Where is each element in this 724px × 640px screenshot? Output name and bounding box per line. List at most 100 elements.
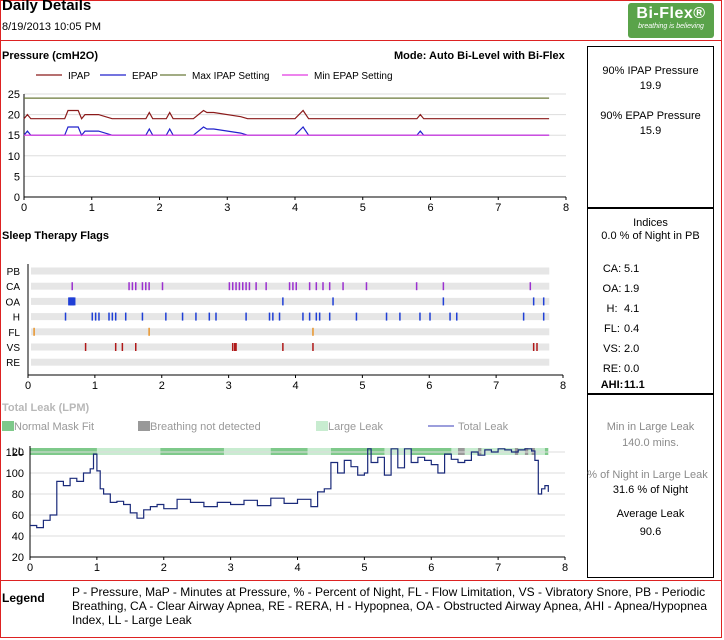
flag-event-ca bbox=[295, 282, 297, 291]
flag-event-oa bbox=[532, 297, 535, 306]
x-tick-label: 2 bbox=[161, 562, 167, 574]
legend-title: Legend bbox=[2, 591, 45, 605]
flag-event-vs bbox=[312, 343, 314, 351]
index-key: H: bbox=[606, 303, 618, 315]
flag-event-ca bbox=[328, 282, 331, 291]
flag-event-h bbox=[64, 312, 67, 321]
flag-row-label: VS bbox=[7, 343, 21, 354]
x-tick-label: 4 bbox=[292, 202, 298, 214]
leak-stats-panel: Min in Large Leak 140.0 mins. % of Night… bbox=[587, 394, 714, 578]
flag-event-h bbox=[318, 312, 321, 321]
average-leak-label: Average Leak bbox=[616, 508, 685, 520]
flag-event-h bbox=[308, 312, 311, 321]
flag-event-vs bbox=[532, 343, 535, 351]
ahi-key: AHI: bbox=[600, 379, 624, 391]
legend-label: Total Leak bbox=[458, 421, 509, 433]
y-tick-label: 60 bbox=[12, 510, 24, 522]
flag-event-vs bbox=[536, 343, 538, 351]
page-title: Daily Details bbox=[2, 0, 92, 14]
legend-swatch bbox=[138, 421, 150, 431]
flag-event-oa bbox=[332, 297, 334, 306]
flag-event-ca bbox=[128, 282, 130, 291]
flag-event-h bbox=[302, 312, 304, 321]
x-tick-label: 0 bbox=[27, 562, 33, 574]
index-row-vs: VS: 2.0 bbox=[600, 343, 639, 355]
ipap-90-value: 19.9 bbox=[639, 80, 662, 92]
pb-percent: 0.0 % of Night in PB bbox=[601, 230, 700, 242]
x-tick-label: 5 bbox=[361, 562, 367, 574]
x-tick-label: 8 bbox=[560, 380, 566, 392]
therapy-mode: Mode: Auto Bi-Level with Bi-Flex bbox=[394, 50, 565, 62]
flag-event-ca bbox=[231, 282, 234, 291]
flag-event-h bbox=[208, 312, 211, 321]
flag-event-ca bbox=[315, 282, 318, 291]
logo-tagline: breathing is believing bbox=[638, 23, 704, 30]
leak-chart: Normal Mask Fit Breathing not detected Lar… bbox=[2, 421, 568, 574]
flag-track bbox=[31, 358, 550, 366]
index-row-re: RE: 0.0 bbox=[600, 363, 639, 375]
flag-event-fl bbox=[33, 327, 35, 336]
x-tick-label: 1 bbox=[94, 562, 100, 574]
flag-event-fl bbox=[312, 327, 314, 336]
flag-track bbox=[31, 267, 550, 275]
flag-event-oa bbox=[442, 297, 445, 306]
flag-event-ca bbox=[148, 282, 150, 291]
legend-divider bbox=[0, 580, 722, 581]
flag-event-ca bbox=[71, 282, 73, 291]
flag-row-label: FL bbox=[8, 328, 20, 339]
index-key: VS: bbox=[603, 343, 621, 355]
pressure-stats-panel: 90% IPAP Pressure 19.9 90% EPAP Pressure… bbox=[587, 46, 714, 208]
flag-event-h bbox=[124, 312, 127, 321]
epap-90-value: 15.9 bbox=[639, 125, 662, 137]
flag-event-h bbox=[278, 312, 281, 321]
x-tick-label: 2 bbox=[159, 380, 165, 392]
flag-event-fl bbox=[148, 327, 150, 336]
flag-event-vs bbox=[231, 343, 234, 351]
flag-event-vs bbox=[114, 343, 117, 351]
x-tick-label: 6 bbox=[427, 202, 433, 214]
flag-event-vs bbox=[282, 343, 284, 351]
flag-event-vs bbox=[84, 343, 87, 351]
index-key: RE: bbox=[602, 363, 622, 375]
flag-event-h bbox=[215, 312, 217, 321]
epap-90-label: 90% EPAP Pressure bbox=[600, 110, 701, 122]
flag-event-h bbox=[98, 312, 100, 321]
index-value: 5.1 bbox=[624, 263, 640, 275]
flag-event-h bbox=[328, 312, 331, 321]
flag-event-ca bbox=[442, 282, 445, 291]
flag-event-ca bbox=[141, 282, 144, 291]
series-line-epap bbox=[23, 126, 550, 137]
flag-track bbox=[31, 328, 550, 336]
flag-event-h bbox=[385, 312, 388, 321]
flag-event-ca bbox=[145, 282, 147, 291]
report-datetime: 8/19/2013 10:05 PM bbox=[2, 21, 102, 33]
header-divider bbox=[0, 40, 722, 41]
flag-event-vs bbox=[121, 343, 124, 351]
flag-event-h bbox=[419, 312, 421, 321]
index-key: CA: bbox=[602, 263, 622, 275]
flag-event-oa bbox=[282, 297, 284, 306]
flag-track bbox=[31, 297, 550, 305]
flag-track bbox=[31, 343, 550, 351]
legend-swatch bbox=[316, 421, 328, 431]
flag-event-ca bbox=[322, 282, 324, 291]
flag-event-ca bbox=[161, 282, 164, 291]
flag-event-h bbox=[111, 312, 114, 321]
x-tick-label: 3 bbox=[228, 562, 234, 574]
x-tick-label: 0 bbox=[25, 380, 31, 392]
flag-event-h bbox=[522, 312, 525, 321]
flag-event-ca bbox=[308, 282, 311, 291]
flag-event-h bbox=[542, 312, 545, 321]
flag-event-ca bbox=[235, 282, 237, 291]
flag-event-h bbox=[456, 312, 458, 321]
flag-row-label: OA bbox=[6, 297, 21, 308]
flag-event-ca bbox=[529, 282, 532, 291]
x-tick-label: 0 bbox=[21, 202, 27, 214]
y-tick-label: 25 bbox=[8, 89, 20, 101]
flag-event-vs bbox=[233, 343, 236, 351]
x-tick-label: 3 bbox=[224, 202, 230, 214]
index-row-fl: FL: 0.4 bbox=[600, 323, 639, 335]
index-value: 1.9 bbox=[624, 283, 640, 295]
leak-title: Total Leak (LPM) bbox=[2, 402, 90, 414]
